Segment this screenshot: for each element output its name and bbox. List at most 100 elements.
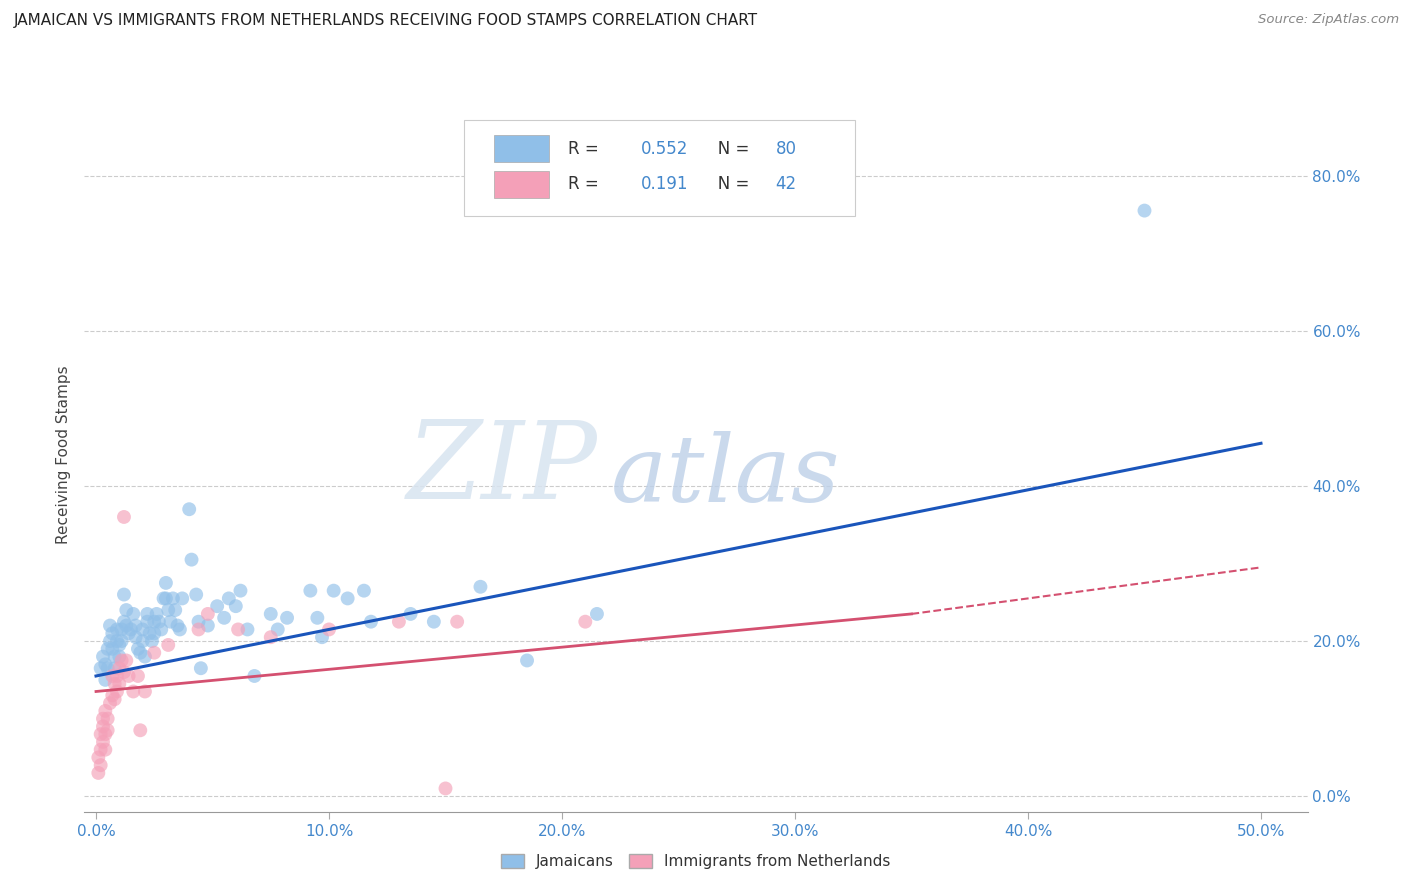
Point — [104, 661, 127, 675]
Point — [111, 634, 134, 648]
Point — [120, 623, 142, 637]
Point — [115, 653, 138, 667]
Point — [336, 591, 359, 606]
Point — [186, 588, 208, 602]
Point — [97, 641, 120, 656]
Point — [90, 742, 112, 756]
Point — [180, 552, 202, 566]
Point — [399, 607, 422, 621]
Point — [104, 649, 127, 664]
Point — [169, 623, 191, 637]
Point — [197, 607, 219, 621]
Text: 0.191: 0.191 — [641, 176, 689, 194]
Point — [104, 677, 127, 691]
Text: R =: R = — [568, 140, 603, 158]
Point — [90, 727, 112, 741]
Point — [236, 623, 259, 637]
Point — [94, 742, 117, 756]
Point — [155, 575, 177, 590]
Point — [446, 615, 468, 629]
Point — [141, 634, 163, 648]
Y-axis label: Receiving Food Stamps: Receiving Food Stamps — [56, 366, 72, 544]
Point — [108, 661, 131, 675]
Point — [155, 591, 177, 606]
Point — [157, 638, 180, 652]
Point — [143, 646, 166, 660]
Point — [179, 502, 201, 516]
Point — [105, 634, 128, 648]
Point — [162, 591, 184, 606]
Point — [311, 630, 333, 644]
Point — [1133, 203, 1156, 218]
Point — [94, 704, 117, 718]
Point — [90, 661, 112, 675]
Text: Source: ZipAtlas.com: Source: ZipAtlas.com — [1258, 13, 1399, 27]
Point — [225, 599, 247, 614]
Point — [112, 588, 135, 602]
Point — [108, 677, 131, 691]
Point — [166, 618, 188, 632]
Point — [226, 623, 249, 637]
Text: ZIP: ZIP — [408, 417, 598, 522]
Point — [136, 615, 159, 629]
Point — [318, 623, 340, 637]
Point — [243, 669, 266, 683]
Point — [172, 591, 194, 606]
Text: JAMAICAN VS IMMIGRANTS FROM NETHERLANDS RECEIVING FOOD STAMPS CORRELATION CHART: JAMAICAN VS IMMIGRANTS FROM NETHERLANDS … — [14, 13, 758, 29]
Point — [108, 638, 131, 652]
Point — [138, 626, 160, 640]
Point — [91, 712, 114, 726]
Point — [94, 727, 117, 741]
Text: R =: R = — [568, 176, 609, 194]
Point — [131, 623, 153, 637]
Point — [187, 615, 209, 629]
Point — [150, 623, 173, 637]
Point — [353, 583, 375, 598]
Point — [112, 615, 135, 629]
Point — [127, 669, 149, 683]
Point — [360, 615, 382, 629]
Point — [260, 630, 283, 644]
Point — [131, 634, 153, 648]
Point — [101, 641, 124, 656]
Point — [115, 603, 138, 617]
Point — [152, 591, 174, 606]
Point — [87, 766, 110, 780]
Point — [101, 669, 124, 683]
Point — [127, 641, 149, 656]
Point — [101, 626, 124, 640]
Point — [159, 615, 181, 629]
Point — [229, 583, 252, 598]
Point — [105, 684, 128, 698]
FancyBboxPatch shape — [494, 136, 550, 162]
Point — [212, 611, 235, 625]
Point — [94, 673, 117, 687]
Point — [307, 611, 329, 625]
Point — [87, 750, 110, 764]
Point — [434, 781, 457, 796]
Point — [267, 623, 290, 637]
Point — [122, 607, 145, 621]
Point — [98, 634, 121, 648]
Point — [98, 618, 121, 632]
Point — [260, 607, 283, 621]
Point — [111, 653, 134, 667]
Point — [97, 712, 120, 726]
Point — [423, 615, 446, 629]
Point — [105, 669, 128, 683]
Point — [91, 649, 114, 664]
Point — [129, 723, 152, 738]
Point — [90, 758, 112, 772]
Point — [516, 653, 538, 667]
Text: 80: 80 — [776, 140, 796, 158]
Point — [322, 583, 344, 598]
Point — [108, 649, 131, 664]
Point — [134, 649, 156, 664]
Point — [124, 618, 146, 632]
Point — [134, 684, 156, 698]
Point — [117, 669, 139, 683]
Point — [470, 580, 492, 594]
Text: 42: 42 — [776, 176, 797, 194]
Point — [299, 583, 322, 598]
Point — [104, 692, 127, 706]
